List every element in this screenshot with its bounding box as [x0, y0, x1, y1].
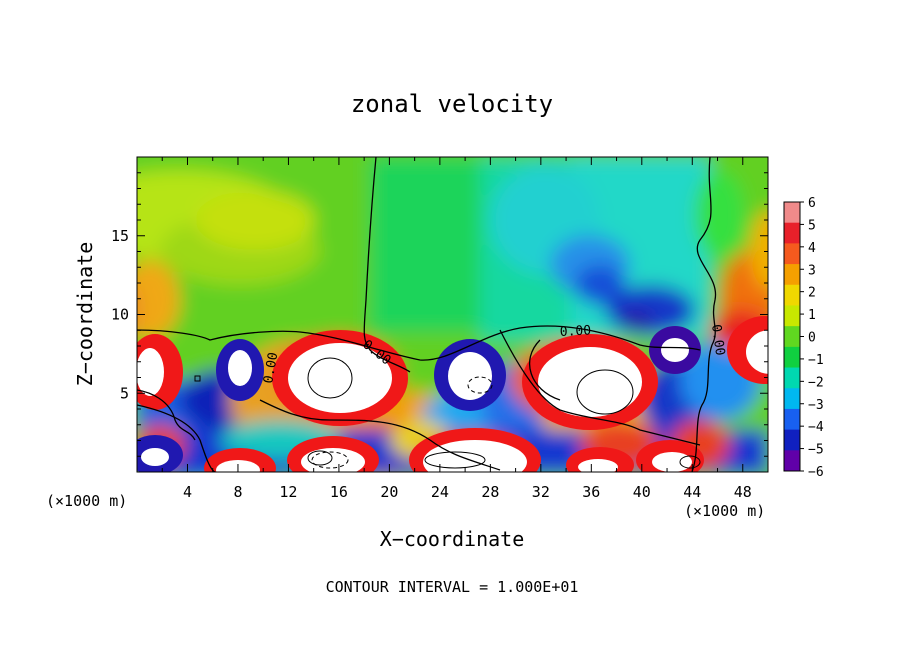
colorbar-segment: [784, 284, 800, 306]
colorbar-tick-label: 4: [808, 241, 816, 256]
x-axis-label: X−coordinate: [380, 527, 525, 551]
colorbar-segment: [784, 222, 800, 244]
colorbar-tick-label: −4: [808, 420, 824, 435]
x-tick-label: 24: [431, 483, 449, 501]
colorbar-tick-label: −5: [808, 443, 824, 458]
contour-line: [679, 455, 701, 469]
colorbar-segment: [784, 346, 800, 369]
colorbar-tick-label: 3: [808, 263, 816, 278]
colorbar-tick-label: −2: [808, 375, 824, 390]
contour-line: [363, 157, 411, 373]
y-axis-label: Z−coordinate: [73, 242, 97, 387]
colorbar-tick-label: 6: [808, 196, 816, 211]
colorbar-segment: [784, 326, 800, 348]
contour-line: [307, 450, 333, 466]
field-patch: [750, 210, 768, 290]
contour-line: [691, 157, 717, 472]
colorbar-segment: [784, 305, 800, 327]
contour-line: [194, 375, 201, 382]
contour-line: [576, 369, 634, 415]
saturated-core: [652, 452, 692, 472]
field-patch: [575, 265, 625, 305]
contour-line: [137, 404, 216, 472]
field-patch: [137, 294, 140, 326]
contour-line-dashed: [311, 451, 349, 469]
contour-label: 0.00: [261, 351, 281, 384]
contour-line: [307, 357, 353, 399]
field-patch: [617, 312, 653, 332]
contour-line: [424, 451, 486, 469]
field-patch: [137, 260, 180, 340]
x-tick-label: 36: [582, 483, 600, 501]
saturated-core: [746, 330, 768, 374]
colorbar-segment: [784, 243, 800, 265]
chart-title: zonal velocity: [351, 90, 553, 118]
colorbar-segment: [784, 408, 800, 431]
colorbar-tick-label: 1: [808, 308, 816, 323]
saturated-core: [228, 350, 252, 386]
x-tick-label: 8: [233, 483, 242, 501]
colorbar-segment: [784, 450, 800, 472]
contour-interval-note: CONTOUR INTERVAL = 1.000E+01: [326, 578, 579, 596]
x-tick-label: 48: [734, 483, 752, 501]
field-patch: [370, 157, 480, 332]
x-tick-label: 20: [380, 483, 398, 501]
x-tick-label: 32: [532, 483, 550, 501]
colorbar-segment: [784, 264, 800, 286]
colorbar-segment: [784, 367, 800, 389]
x-tick-label: 16: [330, 483, 348, 501]
contour-label: 0.00: [559, 323, 591, 340]
colorbar-tick-label: −1: [808, 353, 824, 368]
x-tick-label: 12: [279, 483, 297, 501]
x-tick-label: 4: [183, 483, 192, 501]
contour-line: [137, 325, 701, 361]
colorbar-tick-label: −6: [808, 465, 824, 480]
colorbar-tick-label: 5: [808, 218, 816, 233]
field-patch: [695, 170, 745, 260]
x-tick-label: 44: [683, 483, 701, 501]
saturated-core: [423, 440, 527, 472]
x-tick-label: 28: [481, 483, 499, 501]
contour-line: [137, 389, 196, 441]
contour-label: 0.00: [708, 323, 727, 356]
saturated-core: [538, 347, 642, 417]
plot-field: [137, 157, 768, 472]
saturated-core: [448, 352, 492, 400]
contour-line: [259, 399, 501, 471]
colorbar-tick-label: 0: [808, 331, 816, 346]
x-tick-label: 40: [633, 483, 651, 501]
x-unit-right: (×1000 m): [684, 502, 765, 520]
y-tick-label: 10: [111, 306, 129, 324]
contour-line-dashed: [467, 376, 493, 394]
y-tick-label: 5: [120, 384, 129, 402]
x-unit-left: (×1000 m): [46, 492, 127, 510]
x-axis: 4 8 12 16 20 24 28 32 36 40 44 48: [161, 157, 752, 501]
field-patch: [195, 190, 315, 250]
contour-line: [499, 329, 701, 446]
saturated-core: [578, 459, 618, 472]
y-axis: 5 10 15: [111, 172, 768, 457]
y-tick-label: 15: [111, 227, 129, 245]
saturated-core: [141, 448, 169, 466]
saturated-core: [661, 338, 689, 362]
saturated-core: [288, 343, 392, 413]
colorbar-tick-label: −3: [808, 398, 824, 413]
contour-line: [529, 339, 561, 401]
colorbar-segment: [784, 202, 800, 224]
colorbar-segment: [784, 429, 800, 451]
colorbar: 6 5 4 3 2 1 0 −1 −2 −3 −4 −5 −6: [783, 196, 824, 480]
colorbar-tick-label: 2: [808, 286, 816, 301]
colorbar-segment: [784, 388, 800, 410]
saturated-core: [137, 348, 164, 396]
